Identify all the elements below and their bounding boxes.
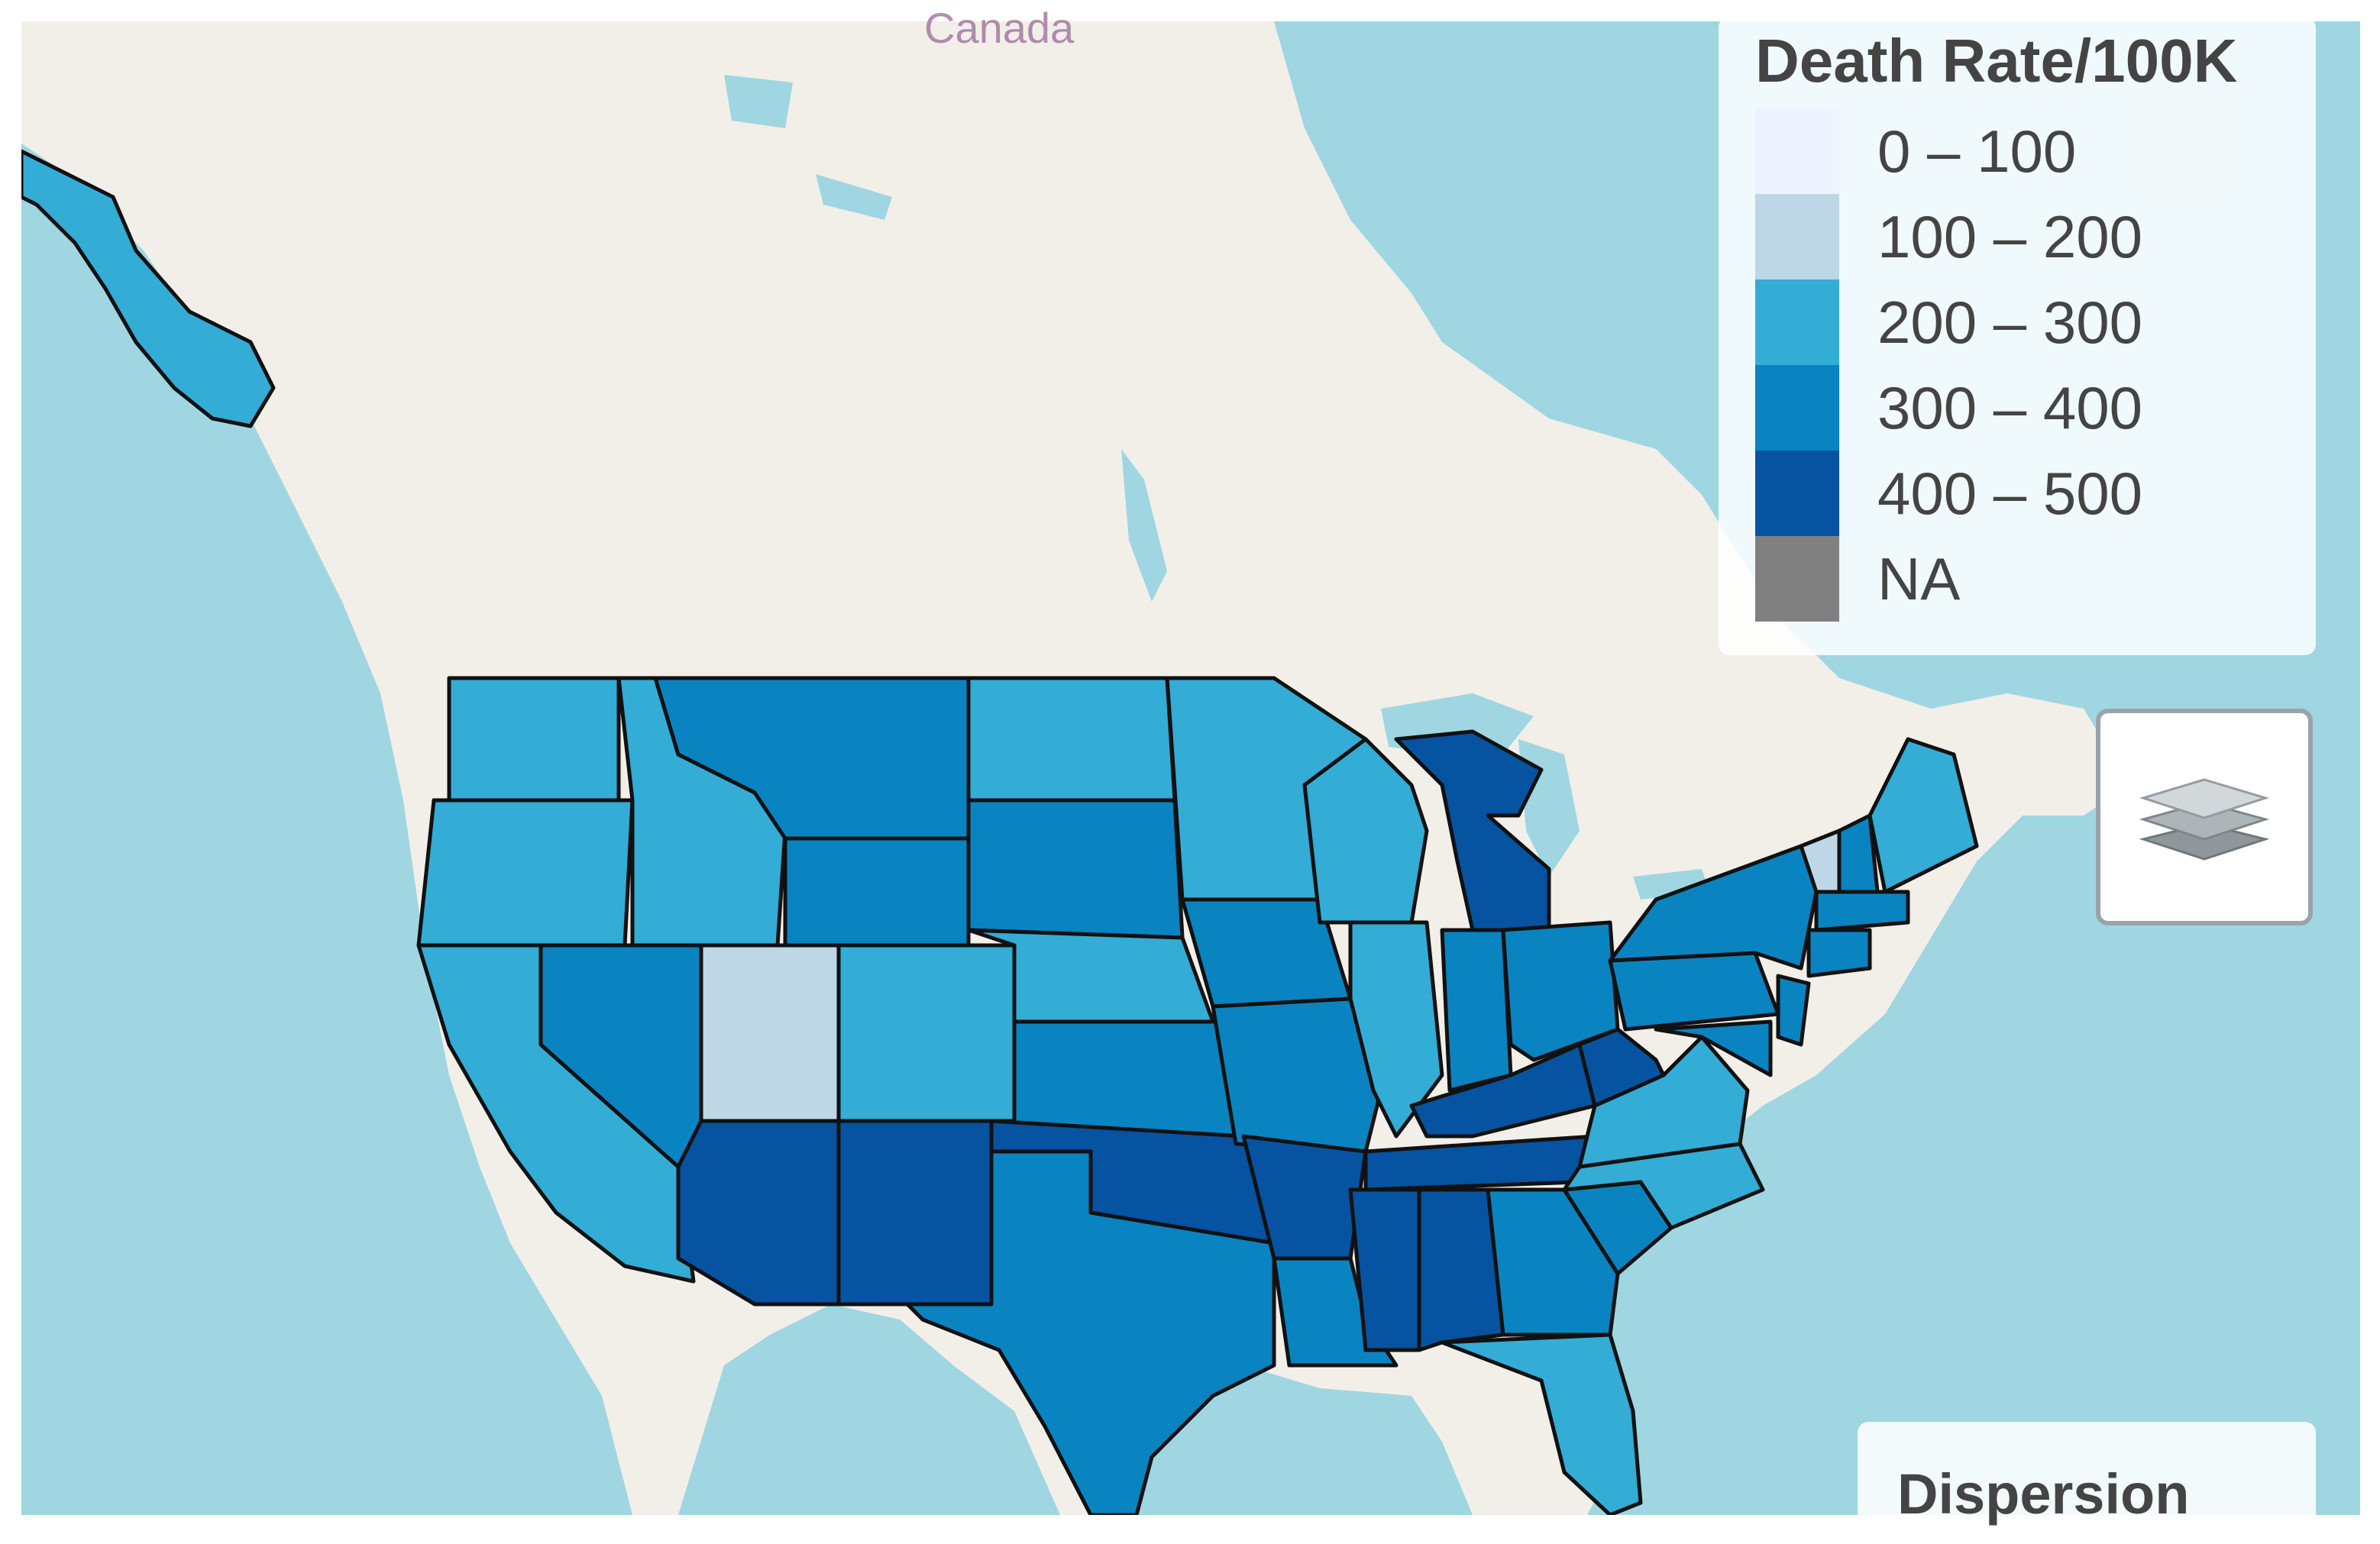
- great-bear-lake: [724, 75, 793, 128]
- state-michigan: [1394, 729, 1551, 932]
- legend: Death Rate/100K 0 – 100 100 – 200 200 – …: [1719, 17, 2316, 655]
- lake-winnipeg: [1121, 449, 1167, 602]
- legend-label: 100 – 200: [1877, 202, 2143, 270]
- legend-item: NA: [1755, 536, 2316, 622]
- gulf-of-california: [724, 1388, 785, 1515]
- state-florida: [1440, 1332, 1643, 1515]
- legend-swatch: [1755, 108, 1839, 194]
- dispersion-panel: Dispersion: [1858, 1422, 2316, 1544]
- great-slave-lake: [816, 174, 892, 220]
- legend-item: 100 – 200: [1755, 194, 2316, 279]
- legend-item: 300 – 400: [1755, 365, 2316, 451]
- state-south-dakota: [966, 798, 1185, 940]
- state-kansas: [1012, 1019, 1238, 1139]
- dispersion-title: Dispersion: [1897, 1462, 2190, 1526]
- state-maryland: [1654, 1019, 1773, 1077]
- state-new-jersey: [1776, 974, 1811, 1047]
- legend-label: 200 – 300: [1877, 288, 2143, 356]
- state-oregon: [416, 798, 635, 948]
- legend-label: 0 – 100: [1877, 117, 2077, 185]
- country-label-canada: Canada: [924, 4, 1075, 52]
- state-utah: [699, 943, 841, 1123]
- legend-swatch: [1755, 451, 1839, 536]
- state-illinois: [1348, 920, 1444, 1139]
- legend-item: 200 – 300: [1755, 279, 2316, 365]
- state-wyoming: [783, 836, 971, 948]
- legend-swatch: [1755, 536, 1839, 622]
- state-connecticut: [1806, 928, 1872, 978]
- state-wisconsin: [1302, 737, 1429, 925]
- legend-title: Death Rate/100K: [1755, 27, 2238, 95]
- state-new-mexico: [836, 1119, 994, 1307]
- state-maine: [1867, 737, 1979, 894]
- legend-item: 0 – 100: [1755, 108, 2316, 194]
- state-alabama: [1417, 1187, 1505, 1352]
- legend-label: 400 – 500: [1877, 459, 2143, 527]
- state-north-dakota: [966, 676, 1177, 803]
- legend-label: NA: [1877, 544, 1961, 612]
- legend-swatch: [1755, 279, 1839, 365]
- state-washington: [447, 676, 621, 803]
- legend-label: 300 – 400: [1877, 373, 2143, 441]
- state-colorado: [836, 943, 1017, 1123]
- state-missouri: [1211, 996, 1383, 1154]
- legend-swatch: [1755, 365, 1839, 451]
- state-massachusetts: [1814, 890, 1910, 932]
- layers-control-button[interactable]: [2096, 709, 2313, 925]
- layers-icon: [2136, 758, 2273, 877]
- state-texas: [905, 1149, 1276, 1515]
- hudson-bay: [1274, 21, 1717, 342]
- state-indiana: [1440, 928, 1513, 1093]
- legend-swatch: [1755, 194, 1839, 279]
- state-west-virginia: [1577, 1027, 1666, 1108]
- state-pennsylvania: [1608, 951, 1780, 1032]
- alaska-panhandle: [21, 149, 276, 428]
- legend-item: 400 – 500: [1755, 451, 2316, 536]
